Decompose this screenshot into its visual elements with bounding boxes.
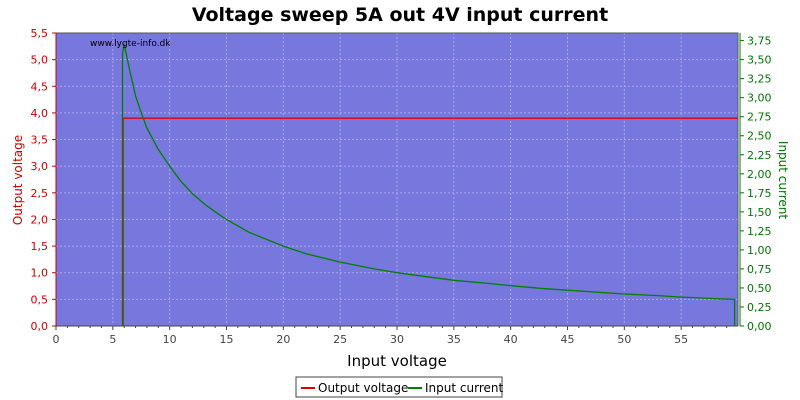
y2-tick-label: 2,00 bbox=[747, 168, 772, 181]
y-tick-label: 3,5 bbox=[31, 134, 49, 147]
series-layer bbox=[121, 44, 738, 326]
x-tick-label: 55 bbox=[674, 333, 688, 346]
x-axis-title: Input voltage bbox=[347, 352, 447, 370]
x-tick-label: 50 bbox=[617, 333, 631, 346]
y2-tick-label: 2,75 bbox=[747, 111, 772, 124]
y2-axis-title: Input current bbox=[776, 141, 790, 219]
y-tick-label: 5,5 bbox=[31, 27, 49, 40]
vertical-gridlines bbox=[112, 33, 682, 326]
legend-label-input-current: Input current bbox=[425, 381, 503, 395]
x-tick-label: 25 bbox=[333, 333, 347, 346]
x-tick-label: 0 bbox=[53, 333, 60, 346]
x-tick-label: 30 bbox=[390, 333, 404, 346]
legend-label-output-voltage: Output voltage bbox=[318, 381, 408, 395]
y2-tick-label: 0,00 bbox=[747, 320, 772, 333]
x-tick-label: 5 bbox=[109, 333, 116, 346]
x-tick-label: 45 bbox=[561, 333, 575, 346]
y2-tick-label: 3,75 bbox=[747, 35, 772, 48]
y-tick-label: 1,0 bbox=[31, 267, 49, 280]
y2-tick-label: 1,50 bbox=[747, 206, 772, 219]
y-tick-label: 1,5 bbox=[31, 240, 49, 253]
y2-tick-label: 1,00 bbox=[747, 244, 772, 257]
y-tick-label: 4,0 bbox=[31, 107, 49, 120]
y-tick-label: 3,0 bbox=[31, 160, 49, 173]
legend-box bbox=[295, 376, 503, 398]
horizontal-gridlines bbox=[56, 32, 738, 300]
y2-tick-label: 1,75 bbox=[747, 187, 772, 200]
y2-tick-label: 0,75 bbox=[747, 263, 772, 276]
chart-title: Voltage sweep 5A out 4V input current bbox=[192, 4, 608, 26]
y2-tick-label: 1,25 bbox=[747, 225, 772, 238]
watermark: www.lygte-info.dk bbox=[90, 39, 171, 49]
x-tick-label: 35 bbox=[447, 333, 461, 346]
y-tick-label: 2,5 bbox=[31, 187, 49, 200]
x-tick-label: 10 bbox=[163, 333, 177, 346]
y2-tick-label: 2,50 bbox=[747, 130, 772, 143]
y2-tick-label: 0,25 bbox=[747, 301, 772, 314]
y-tick-label: 0,5 bbox=[31, 293, 49, 306]
y2-tick-label: 0,50 bbox=[747, 282, 772, 295]
y-tick-label: 2,0 bbox=[31, 213, 49, 226]
y2-tick-label: 3,00 bbox=[747, 92, 772, 105]
y-tick-label: 0,0 bbox=[31, 320, 49, 333]
y-tick-label: 5,0 bbox=[31, 54, 49, 67]
y-axis-title: Output voltage bbox=[11, 135, 25, 225]
x-tick-label: 15 bbox=[220, 333, 234, 346]
x-tick-label: 20 bbox=[276, 333, 290, 346]
y2-tick-label: 3,50 bbox=[747, 54, 772, 67]
series-line-input-current bbox=[121, 44, 736, 326]
axes-layer: 0 5 10 15 20 25 30 35 40 45 50 55 0,0 0,5 1,0 1,5 2,0 2,5… bbox=[31, 27, 772, 346]
x-tick-label: 40 bbox=[504, 333, 518, 346]
y2-tick-label: 3,25 bbox=[747, 73, 772, 86]
y-tick-label: 4,5 bbox=[31, 80, 49, 93]
y2-tick-label: 2,25 bbox=[747, 149, 772, 162]
legend: Output voltage Input current bbox=[295, 376, 503, 398]
